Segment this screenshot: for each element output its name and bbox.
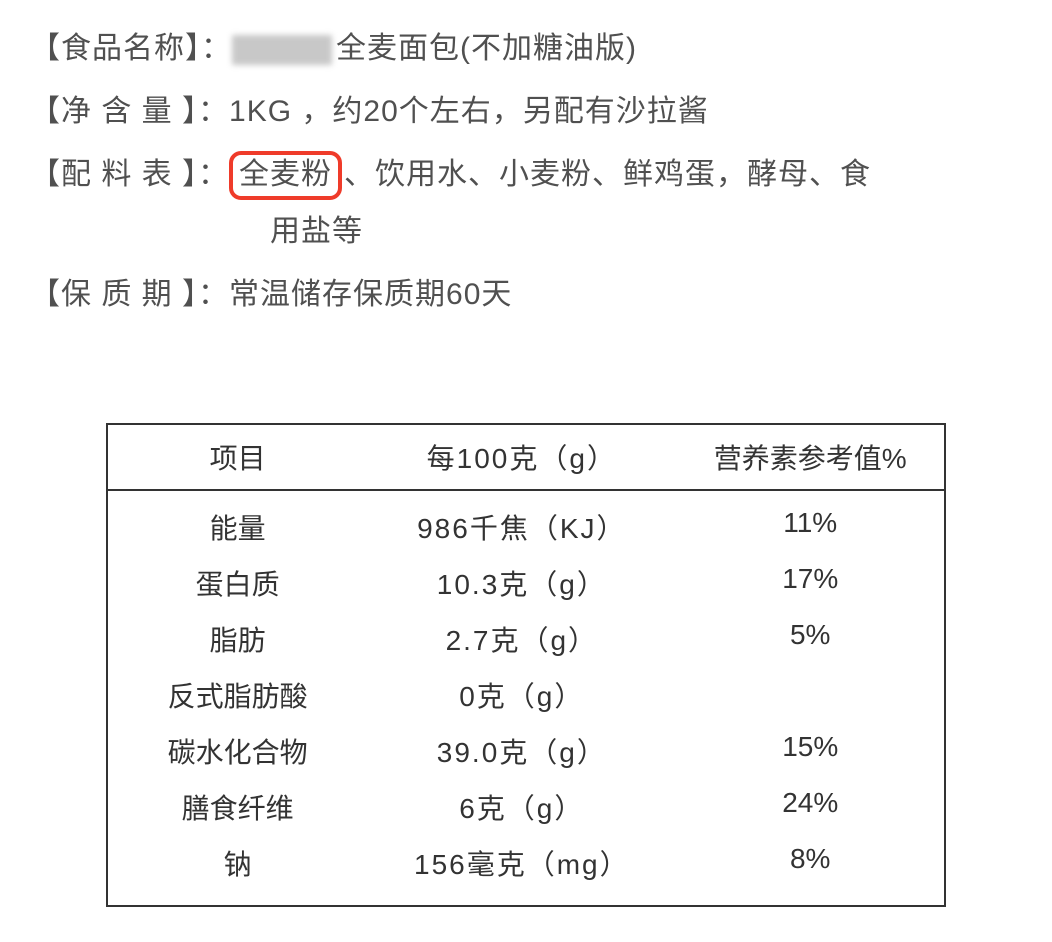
header-per100g: 每100克（g） [367,437,676,477]
table-row: 碳水化合物 39.0克（g） 15% [108,723,944,779]
product-name-label: 【食品名称】： [30,20,232,77]
shelf-life-row: 【保 质 期 】： 常温储存保质期60天 [30,266,1022,323]
cell-per100g: 6克（g） [367,787,676,827]
ingredients-row: 【配 料 表 】： 全麦粉、饮用水、小麦粉、鲜鸡蛋，酵母、食 [30,146,1022,203]
cell-item: 钠 [108,843,367,883]
cell-nrv: 8% [676,843,944,883]
cell-per100g: 2.7克（g） [367,619,676,659]
nutrition-table-body: 能量 986千焦（KJ） 11% 蛋白质 10.3克（g） 17% 脂肪 2.7… [108,491,944,905]
cell-item: 反式脂肪酸 [108,675,367,715]
ingredients-label: 【配 料 表 】： [30,146,229,203]
cell-item: 能量 [108,507,367,547]
ingredients-highlight: 全麦粉 [229,151,342,200]
table-row: 钠 156毫克（mg） 8% [108,835,944,891]
product-name-value: 全麦面包(不加糖油版) [232,20,1022,77]
net-weight-label: 【净 含 量 】： [30,83,229,140]
cell-item: 脂肪 [108,619,367,659]
cell-per100g: 10.3克（g） [367,563,676,603]
brand-redacted [232,35,332,65]
cell-item: 膳食纤维 [108,787,367,827]
cell-nrv: 24% [676,787,944,827]
cell-item: 碳水化合物 [108,731,367,771]
product-name-suffix: 全麦面包(不加糖油版) [336,32,637,65]
table-row: 反式脂肪酸 0克（g） [108,667,944,723]
ingredients-line2: 用盐等 [30,203,1022,260]
product-info-section: 【食品名称】： 全麦面包(不加糖油版) 【净 含 量 】： 1KG ，约20个左… [30,20,1022,323]
table-row: 脂肪 2.7克（g） 5% [108,611,944,667]
cell-nrv [676,675,944,715]
shelf-life-value: 常温储存保质期60天 [229,266,1022,323]
table-row: 蛋白质 10.3克（g） 17% [108,555,944,611]
table-row: 能量 986千焦（KJ） 11% [108,499,944,555]
cell-per100g: 0克（g） [367,675,676,715]
header-item: 项目 [108,437,367,477]
ingredients-line1: 、饮用水、小麦粉、鲜鸡蛋，酵母、食 [344,158,871,191]
shelf-life-label: 【保 质 期 】： [30,266,229,323]
cell-nrv: 5% [676,619,944,659]
cell-item: 蛋白质 [108,563,367,603]
ingredients-value: 全麦粉、饮用水、小麦粉、鲜鸡蛋，酵母、食 [229,146,1022,203]
nutrition-table-header: 项目 每100克（g） 营养素参考值% [108,425,944,491]
cell-per100g: 986千焦（KJ） [367,507,676,547]
cell-nrv: 17% [676,563,944,603]
cell-per100g: 39.0克（g） [367,731,676,771]
cell-nrv: 11% [676,507,944,547]
cell-per100g: 156毫克（mg） [367,843,676,883]
product-name-row: 【食品名称】： 全麦面包(不加糖油版) [30,20,1022,77]
net-weight-value: 1KG ，约20个左右，另配有沙拉酱 [229,83,1022,140]
header-nrv: 营养素参考值% [676,437,944,477]
table-row: 膳食纤维 6克（g） 24% [108,779,944,835]
nutrition-table: 项目 每100克（g） 营养素参考值% 能量 986千焦（KJ） 11% 蛋白质… [106,423,946,907]
net-weight-row: 【净 含 量 】： 1KG ，约20个左右，另配有沙拉酱 [30,83,1022,140]
cell-nrv: 15% [676,731,944,771]
